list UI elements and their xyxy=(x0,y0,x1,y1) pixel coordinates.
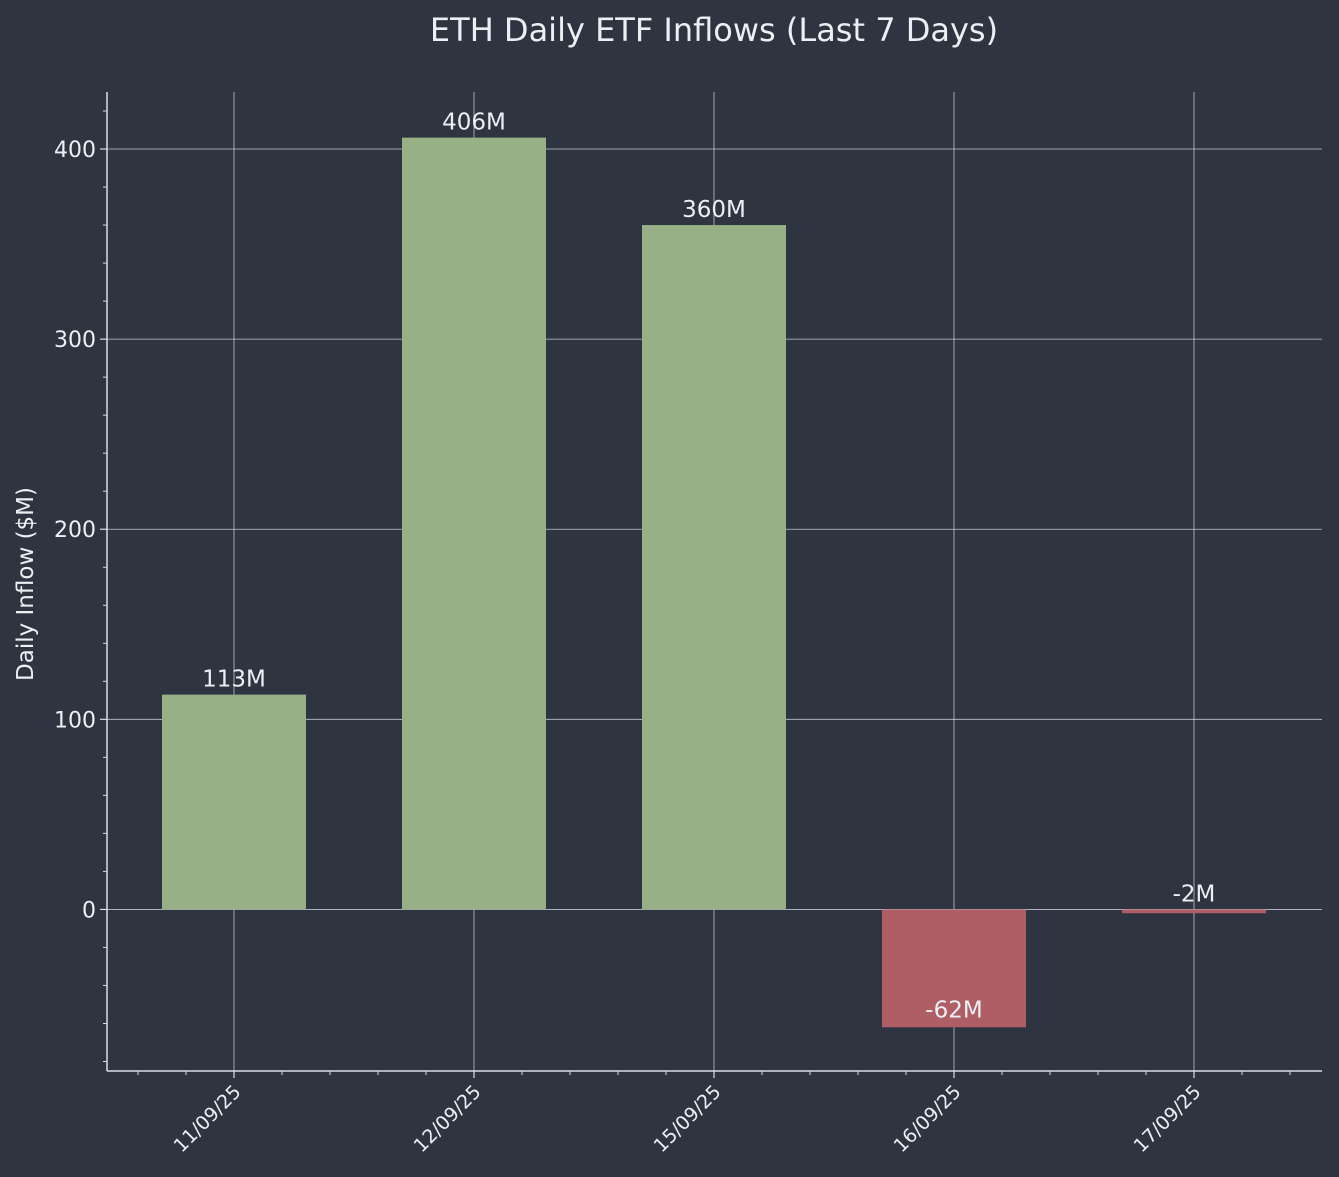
bar-4 xyxy=(1122,909,1266,914)
bar-0 xyxy=(162,694,306,910)
y-tick-label-4: 400 xyxy=(54,138,96,163)
x-tick-label-1: 12/09/25 xyxy=(410,1081,486,1157)
bar-3 xyxy=(882,909,1026,1028)
y-axis-label: Daily Inflow ($M) xyxy=(13,487,39,681)
x-tick-label-0: 11/09/25 xyxy=(170,1081,246,1157)
data-label-0: 113M xyxy=(202,667,266,693)
data-label-1: 406M xyxy=(442,110,506,136)
data-label-4: -2M xyxy=(1173,881,1216,907)
bar-2 xyxy=(642,225,786,910)
y-tick-label-1: 100 xyxy=(54,708,96,733)
bar-layer xyxy=(162,137,1266,1028)
data-label-3: -62M xyxy=(925,997,982,1023)
y-tick-label-3: 300 xyxy=(54,328,96,353)
chart-title: ETH Daily ETF Inflows (Last 7 Days) xyxy=(430,11,998,49)
x-tick-label-2: 15/09/25 xyxy=(650,1081,726,1157)
x-tick-label-3: 16/09/25 xyxy=(890,1081,966,1157)
y-tick-label-2: 200 xyxy=(54,518,96,543)
y-tick-label-0: 0 xyxy=(82,898,96,923)
bar-1 xyxy=(402,137,546,910)
data-label-layer: 113M 406M 360M -62M -2M xyxy=(202,110,1215,1024)
data-label-2: 360M xyxy=(682,197,746,223)
x-tick-label-4: 17/09/25 xyxy=(1130,1081,1206,1157)
